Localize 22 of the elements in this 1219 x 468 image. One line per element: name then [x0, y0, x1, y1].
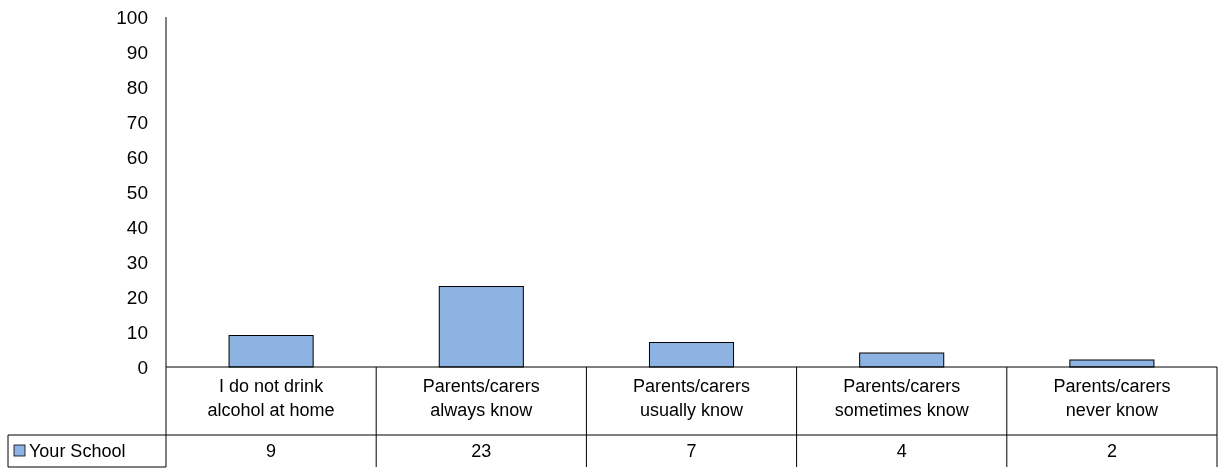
y-tick-label: 70 [126, 111, 148, 133]
x-tick-label: Parents/carers never know [1053, 376, 1171, 420]
y-tick-label: 10 [126, 321, 148, 343]
y-tick-label: 90 [126, 41, 148, 63]
y-tick-label: 50 [126, 181, 148, 203]
legend-label: Your School [29, 441, 126, 462]
y-tick-label: 80 [126, 76, 148, 98]
y-tick-label: 30 [126, 251, 148, 273]
y-tick-label: 40 [126, 216, 148, 238]
data-label: 4 [896, 441, 907, 462]
x-tick-label: Parents/carers always know [422, 376, 540, 420]
data-label: 23 [471, 441, 492, 462]
y-tick-label: 20 [126, 286, 148, 308]
x-tick-label: Parents/carers sometimes know [834, 376, 970, 420]
x-tick-label: Parents/carers usually know [632, 376, 751, 420]
data-label: 2 [1106, 441, 1117, 462]
data-label: 7 [686, 441, 697, 462]
y-tick-label: 60 [126, 146, 148, 168]
y-tick-label: 0 [137, 356, 148, 378]
x-tick-label: I do not drink alcohol at home [207, 376, 335, 420]
y-tick-label: 100 [116, 6, 148, 28]
data-label: 9 [266, 441, 277, 462]
